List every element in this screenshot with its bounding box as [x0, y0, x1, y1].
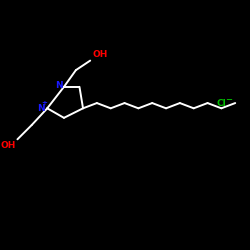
Text: Cl: Cl: [216, 99, 226, 108]
Text: OH: OH: [92, 50, 108, 59]
Text: −: −: [226, 95, 232, 104]
Text: N: N: [37, 104, 44, 113]
Text: N: N: [55, 81, 62, 90]
Text: +: +: [41, 100, 47, 106]
Text: OH: OH: [0, 141, 16, 150]
